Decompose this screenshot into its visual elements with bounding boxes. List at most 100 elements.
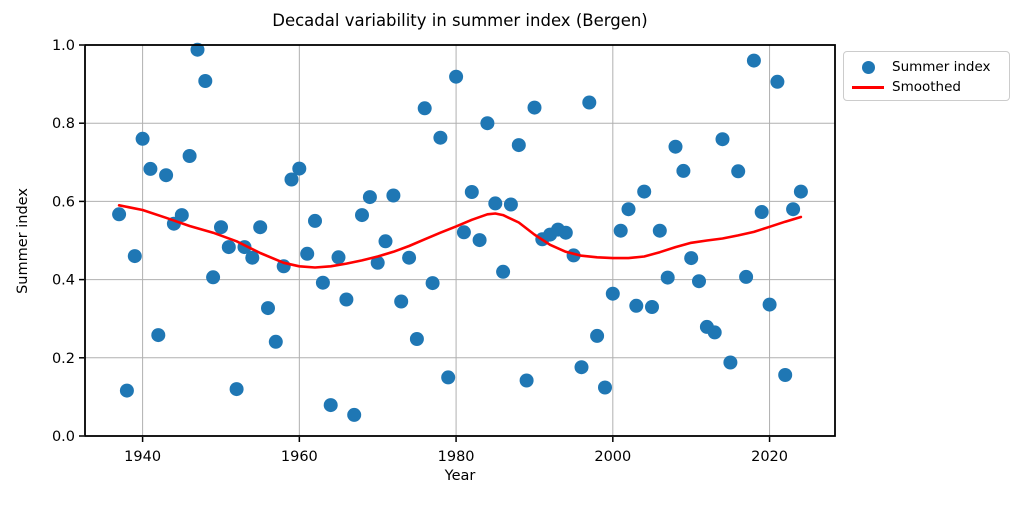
scatter-point (598, 380, 612, 395)
scatter-point (582, 95, 597, 110)
scatter-point (370, 255, 385, 270)
x-axis-label: Year (444, 468, 476, 484)
scatter-point (762, 297, 777, 312)
legend-marker-cell (844, 60, 892, 74)
scatter-point (676, 163, 691, 178)
smoothed-line (117, 204, 803, 269)
y-tick-label: 1.0 (52, 38, 75, 54)
scatter-point (511, 138, 526, 153)
scatter-point (692, 274, 706, 289)
scatter-point (339, 292, 354, 307)
scatter-point (198, 74, 213, 88)
scatter-point (402, 250, 417, 265)
scatter-point (119, 383, 134, 398)
legend-marker-cell (844, 85, 892, 89)
scatter-point (135, 131, 150, 146)
y-tick-label: 0.0 (52, 429, 75, 445)
scatter-point (652, 223, 667, 238)
scatter-point (229, 382, 244, 397)
scatter-point (621, 202, 636, 217)
scatter-point (754, 205, 769, 219)
scatter-point (182, 149, 197, 163)
scatter-point (605, 286, 620, 301)
scatter-point (433, 130, 448, 145)
scatter-point (668, 139, 683, 154)
scatter-point (214, 220, 228, 235)
scatter-point (323, 398, 338, 413)
x-tick-label: 2020 (751, 449, 788, 465)
scatter-point (496, 264, 511, 279)
scatter-point (480, 116, 495, 131)
scatter-point (613, 223, 628, 238)
scatter-point (355, 208, 369, 223)
axes-spines (84, 44, 836, 437)
scatter-point (723, 355, 738, 370)
scatter-point (315, 275, 330, 290)
scatter-point (449, 69, 464, 84)
scatter-point (151, 328, 166, 343)
scatter-point (284, 172, 299, 187)
scatter-dot-icon (861, 60, 875, 74)
smoothed-line-icon (852, 85, 884, 89)
scatter-point (409, 332, 424, 346)
scatter-point (143, 161, 158, 176)
scatter-point (464, 185, 479, 199)
y-tick-label: 0.4 (52, 273, 75, 289)
scatter-point (707, 325, 722, 340)
scatter-point (645, 300, 659, 314)
scatter-point (590, 328, 605, 343)
scatter-point (300, 246, 315, 261)
legend-entry-summer-index: Summer index (844, 57, 1009, 77)
scatter-point (221, 240, 236, 255)
legend-label: Summer index (892, 59, 991, 75)
scatter-point (739, 269, 754, 284)
scatter-point (386, 188, 401, 203)
scatter-point (778, 368, 793, 382)
scatter-point (206, 270, 221, 285)
scatter-point (519, 373, 534, 388)
scatter-point (770, 74, 785, 89)
scatter-point (637, 184, 652, 199)
y-axis-label: Summer index (15, 188, 31, 294)
scatter-point (308, 213, 322, 228)
scatter-point (558, 225, 573, 240)
y-tick-label: 0.8 (52, 116, 75, 132)
scatter-point (268, 334, 283, 349)
scatter-point (731, 164, 746, 179)
scatter-point (417, 101, 432, 116)
x-tick-label: 2000 (594, 449, 631, 465)
scatter-point (253, 220, 268, 235)
x-tick-label: 1980 (438, 449, 475, 465)
scatter-point (441, 370, 456, 385)
legend: Summer index Smoothed (843, 51, 1010, 101)
scatter-point (472, 233, 487, 248)
scatter-point (456, 225, 471, 240)
scatter-point (331, 250, 346, 265)
scatter-point (684, 251, 699, 266)
scatter-point (629, 298, 644, 313)
y-tick-label: 0.2 (52, 351, 75, 367)
scatter-point (660, 270, 675, 285)
x-tick-label: 1940 (124, 449, 161, 465)
scatter-point (793, 184, 808, 199)
scatter-point (527, 100, 542, 115)
scatter-point (425, 276, 440, 291)
legend-label: Smoothed (892, 79, 961, 95)
scatter-point (292, 161, 307, 176)
scatter-point (715, 132, 730, 147)
x-tick-label: 1960 (281, 449, 318, 465)
scatter-point (112, 207, 127, 222)
scatter-point (574, 360, 589, 375)
scatter-point (159, 168, 174, 183)
scatter-point (378, 234, 393, 249)
chart-title: Decadal variability in summer index (Ber… (272, 11, 648, 30)
scatter-point (174, 208, 189, 223)
scatter-point (127, 249, 142, 264)
scatter-point (786, 202, 801, 217)
scatter-point (347, 407, 362, 422)
scatter-point (362, 190, 377, 205)
scatter-point (503, 197, 518, 212)
scatter-point (488, 196, 503, 211)
